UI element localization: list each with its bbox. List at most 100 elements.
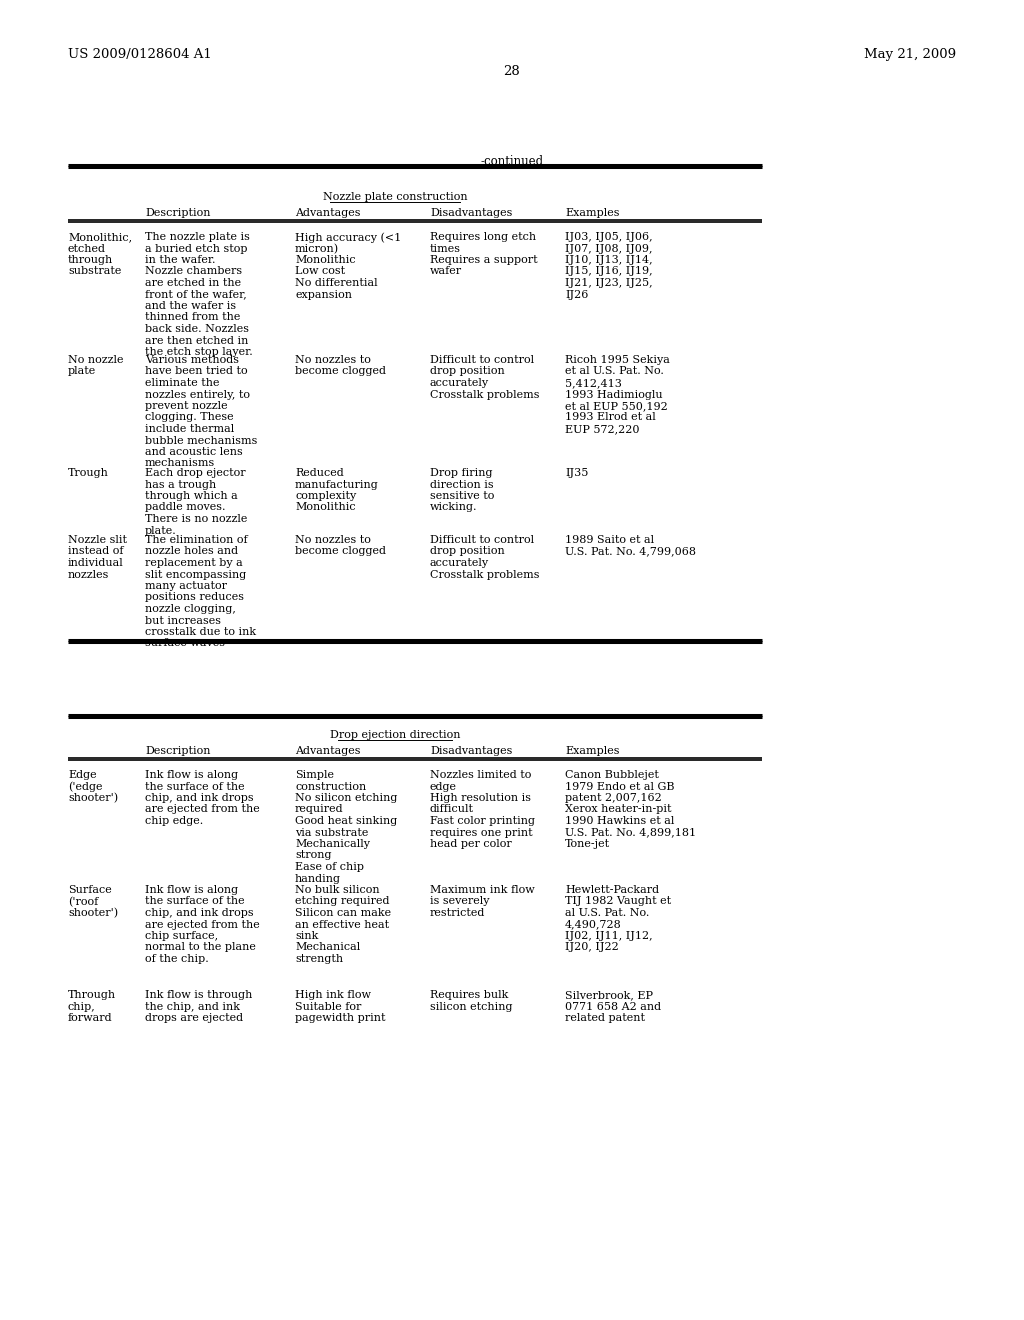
Text: Examples: Examples bbox=[565, 746, 620, 756]
Text: via substrate: via substrate bbox=[295, 828, 369, 837]
Text: slit encompassing: slit encompassing bbox=[145, 569, 246, 579]
Text: IJ15, IJ16, IJ19,: IJ15, IJ16, IJ19, bbox=[565, 267, 652, 276]
Text: direction is: direction is bbox=[430, 479, 494, 490]
Text: 1993 Hadimioglu: 1993 Hadimioglu bbox=[565, 389, 663, 400]
Text: Nozzle slit: Nozzle slit bbox=[68, 535, 127, 545]
Text: restricted: restricted bbox=[430, 908, 485, 917]
Text: 5,412,413: 5,412,413 bbox=[565, 378, 622, 388]
Text: 1990 Hawkins et al: 1990 Hawkins et al bbox=[565, 816, 675, 826]
Text: chip, and ink drops: chip, and ink drops bbox=[145, 793, 254, 803]
Text: IJ21, IJ23, IJ25,: IJ21, IJ23, IJ25, bbox=[565, 279, 652, 288]
Text: IJ35: IJ35 bbox=[565, 469, 589, 478]
Text: substrate: substrate bbox=[68, 267, 122, 276]
Text: back side. Nozzles: back side. Nozzles bbox=[145, 323, 249, 334]
Text: replacement by a: replacement by a bbox=[145, 558, 243, 568]
Text: Nozzle chambers: Nozzle chambers bbox=[145, 267, 242, 276]
Text: in the wafer.: in the wafer. bbox=[145, 255, 215, 265]
Text: clogging. These: clogging. These bbox=[145, 412, 233, 422]
Text: Trough: Trough bbox=[68, 469, 109, 478]
Text: etched: etched bbox=[68, 243, 106, 253]
Text: Maximum ink flow: Maximum ink flow bbox=[430, 884, 535, 895]
Text: Ink flow is through: Ink flow is through bbox=[145, 990, 252, 1001]
Text: difficult: difficult bbox=[430, 804, 474, 814]
Text: forward: forward bbox=[68, 1012, 113, 1023]
Text: a buried etch stop: a buried etch stop bbox=[145, 243, 248, 253]
Text: 1989 Saito et al: 1989 Saito et al bbox=[565, 535, 654, 545]
Text: silicon etching: silicon etching bbox=[430, 1002, 512, 1011]
Text: -continued: -continued bbox=[480, 154, 544, 168]
Text: 4,490,728: 4,490,728 bbox=[565, 920, 622, 929]
Text: TIJ 1982 Vaught et: TIJ 1982 Vaught et bbox=[565, 896, 671, 907]
Text: are ejected from the: are ejected from the bbox=[145, 804, 260, 814]
Text: is severely: is severely bbox=[430, 896, 489, 907]
Text: include thermal: include thermal bbox=[145, 424, 234, 434]
Text: Canon Bubblejet: Canon Bubblejet bbox=[565, 770, 658, 780]
Text: Difficult to control: Difficult to control bbox=[430, 355, 535, 366]
Text: the etch stop layer.: the etch stop layer. bbox=[145, 347, 253, 356]
Text: edge: edge bbox=[430, 781, 457, 792]
Text: No nozzles to: No nozzles to bbox=[295, 535, 371, 545]
Text: are etched in the: are etched in the bbox=[145, 279, 241, 288]
Text: the surface of the: the surface of the bbox=[145, 896, 245, 907]
Text: Nozzles limited to: Nozzles limited to bbox=[430, 770, 531, 780]
Text: ('roof: ('roof bbox=[68, 896, 98, 907]
Text: Edge: Edge bbox=[68, 770, 96, 780]
Text: et al EUP 550,192: et al EUP 550,192 bbox=[565, 401, 668, 411]
Text: 28: 28 bbox=[504, 65, 520, 78]
Text: are ejected from the: are ejected from the bbox=[145, 920, 260, 929]
Text: has a trough: has a trough bbox=[145, 479, 216, 490]
Text: Advantages: Advantages bbox=[295, 209, 360, 218]
Text: requires one print: requires one print bbox=[430, 828, 532, 837]
Text: There is no nozzle: There is no nozzle bbox=[145, 513, 248, 524]
Text: sink: sink bbox=[295, 931, 318, 941]
Text: drops are ejected: drops are ejected bbox=[145, 1012, 243, 1023]
Text: accurately: accurately bbox=[430, 378, 489, 388]
Text: May 21, 2009: May 21, 2009 bbox=[864, 48, 956, 61]
Text: Good heat sinking: Good heat sinking bbox=[295, 816, 397, 826]
Text: Hewlett-Packard: Hewlett-Packard bbox=[565, 884, 659, 895]
Text: the chip, and ink: the chip, and ink bbox=[145, 1002, 240, 1011]
Text: No nozzle: No nozzle bbox=[68, 355, 124, 366]
Text: and the wafer is: and the wafer is bbox=[145, 301, 237, 312]
Text: Examples: Examples bbox=[565, 209, 620, 218]
Text: High ink flow: High ink flow bbox=[295, 990, 371, 1001]
Text: Description: Description bbox=[145, 746, 211, 756]
Text: Silicon can make: Silicon can make bbox=[295, 908, 391, 917]
Text: times: times bbox=[430, 243, 461, 253]
Text: Ink flow is along: Ink flow is along bbox=[145, 770, 239, 780]
Text: paddle moves.: paddle moves. bbox=[145, 503, 225, 512]
Text: Silverbrook, EP: Silverbrook, EP bbox=[565, 990, 653, 1001]
Text: Ease of chip: Ease of chip bbox=[295, 862, 364, 873]
Text: US 2009/0128604 A1: US 2009/0128604 A1 bbox=[68, 48, 212, 61]
Text: U.S. Pat. No. 4,899,181: U.S. Pat. No. 4,899,181 bbox=[565, 828, 696, 837]
Text: manufacturing: manufacturing bbox=[295, 479, 379, 490]
Text: No differential: No differential bbox=[295, 279, 378, 288]
Text: U.S. Pat. No. 4,799,068: U.S. Pat. No. 4,799,068 bbox=[565, 546, 696, 557]
Text: The elimination of: The elimination of bbox=[145, 535, 248, 545]
Text: through: through bbox=[68, 255, 114, 265]
Text: IJ02, IJ11, IJ12,: IJ02, IJ11, IJ12, bbox=[565, 931, 652, 941]
Text: front of the wafer,: front of the wafer, bbox=[145, 289, 247, 300]
Text: prevent nozzle: prevent nozzle bbox=[145, 401, 227, 411]
Text: shooter'): shooter') bbox=[68, 908, 118, 919]
Text: eliminate the: eliminate the bbox=[145, 378, 219, 388]
Text: 1979 Endo et al GB: 1979 Endo et al GB bbox=[565, 781, 675, 792]
Text: thinned from the: thinned from the bbox=[145, 313, 241, 322]
Text: Monolithic: Monolithic bbox=[295, 503, 355, 512]
Text: of the chip.: of the chip. bbox=[145, 954, 209, 964]
Text: an effective heat: an effective heat bbox=[295, 920, 389, 929]
Text: Requires long etch: Requires long etch bbox=[430, 232, 537, 242]
Text: Monolithic: Monolithic bbox=[295, 255, 355, 265]
Text: pagewidth print: pagewidth print bbox=[295, 1012, 385, 1023]
Text: complexity: complexity bbox=[295, 491, 356, 502]
Text: plate: plate bbox=[68, 367, 96, 376]
Text: Simple: Simple bbox=[295, 770, 334, 780]
Text: sensitive to: sensitive to bbox=[430, 491, 495, 502]
Text: Through: Through bbox=[68, 990, 116, 1001]
Text: IJ20, IJ22: IJ20, IJ22 bbox=[565, 942, 618, 953]
Text: Reduced: Reduced bbox=[295, 469, 344, 478]
Text: nozzles entirely, to: nozzles entirely, to bbox=[145, 389, 250, 400]
Text: crosstalk due to ink: crosstalk due to ink bbox=[145, 627, 256, 638]
Text: 1993 Elrod et al: 1993 Elrod et al bbox=[565, 412, 655, 422]
Text: head per color: head per color bbox=[430, 840, 512, 849]
